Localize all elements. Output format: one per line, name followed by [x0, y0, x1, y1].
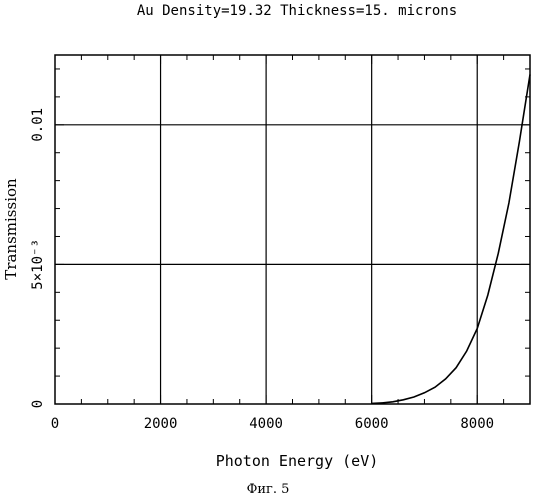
plot-area-frame [55, 55, 530, 404]
x-tick-label: 4000 [249, 416, 283, 432]
grid-lines [55, 55, 530, 404]
y-axis-label: Transmission [2, 178, 20, 280]
series-line [372, 75, 530, 404]
axis-ticks [55, 55, 530, 404]
x-axis-label: Photon Energy (eV) [216, 452, 379, 470]
y-tick-label: 0 [30, 400, 46, 408]
x-tick-label: 0 [51, 416, 59, 432]
x-tick-label: 6000 [355, 416, 389, 432]
x-tick-label: 8000 [460, 416, 494, 432]
chart-title: Au Density=19.32 Thickness=15. microns [137, 3, 457, 19]
figure-caption: Фиг. 5 [247, 482, 290, 497]
y-tick-label: 5×10⁻³ [30, 239, 46, 290]
y-tick-label: 0.01 [30, 108, 46, 142]
x-tick-labels: 0 2000 4000 6000 8000 [51, 416, 494, 432]
x-tick-label: 2000 [144, 416, 178, 432]
y-tick-labels: 0 5×10⁻³ 0.01 [30, 108, 46, 408]
